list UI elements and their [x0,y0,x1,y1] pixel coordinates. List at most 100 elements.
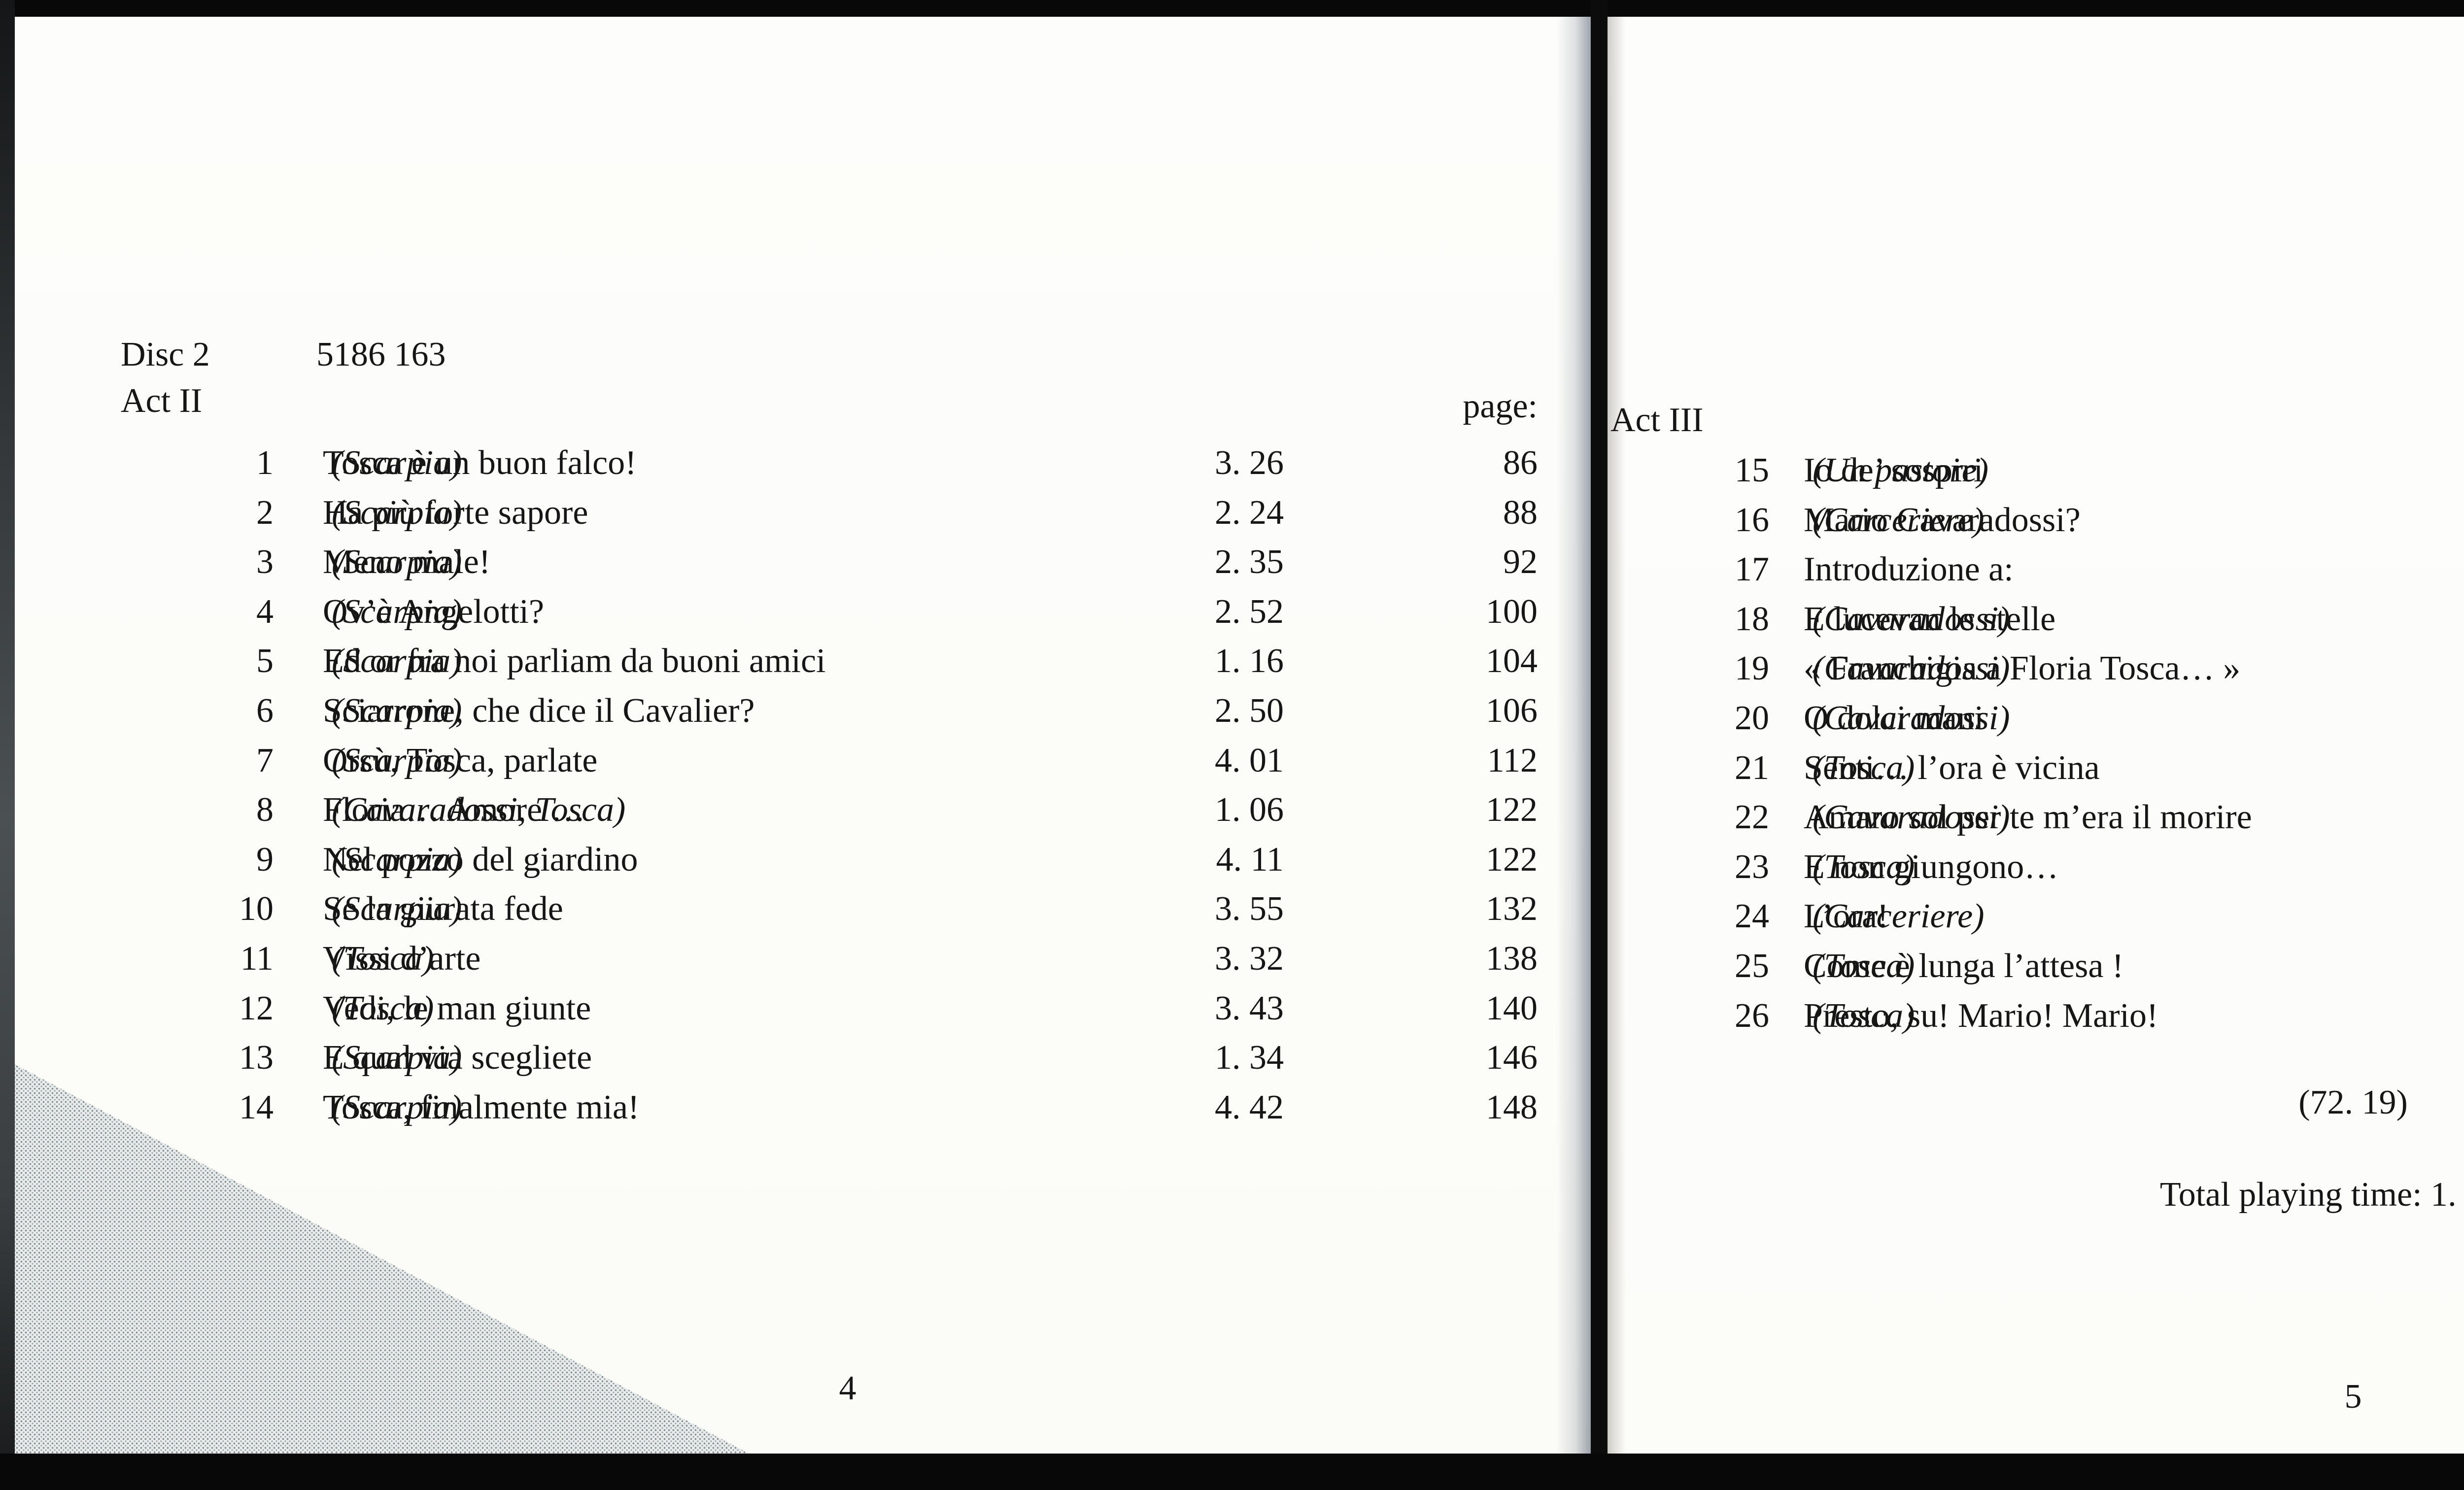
track-row: 5 Ed or fra noi parliam da buoni amici (S… [15,637,1591,686]
track-row: 2 Ha più forte sapore (Scarpia) 2. 24 88 [15,488,1591,538]
track-title-text: O dolci mani [1804,699,1984,737]
track-time: 1. 16 [1215,642,1284,680]
track-time: 4. 11 [1216,840,1284,879]
track-cast: (Cavaradossi) [1813,798,2010,837]
track-row: 4 Ov’è Angelotti? (Scarpia) 2. 52 100 [15,587,1591,637]
track-page-ref: 106 [1486,691,1538,730]
track-row: 24 L’ora!(Carceriere) 0. 37 172 [1608,892,2464,942]
track-title-text: Ov’è Angelotti? [323,592,545,631]
track-page-ref: 140 [1486,989,1538,1027]
track-number: 23 [1735,847,1769,886]
track-number: 6 [256,691,274,730]
track-title-text: Se la giurata fede [323,890,563,928]
page-column-header: page: [1463,387,1538,425]
track-cast: (Tosca) [1813,996,1915,1035]
track-page-ref: 132 [1486,890,1538,928]
track-number: 17 [1735,550,1769,589]
track-title-text: Vissi d’arte [323,939,481,978]
track-cast: (Scarpia) [332,890,462,928]
track-row: 26 Presto, su! Mario! Mario!(Tosca) 1. 3… [1608,991,2464,1041]
track-number: 5 [256,642,274,680]
track-cast: (Tosca) [1813,847,1915,886]
total-playing-time: Total playing time: 1. 58. 36 [2159,1176,2464,1214]
track-title: Come è lunga l’attesa ! (Tosca) [1804,942,2123,991]
track-title-text: Vedi, le man giunte [323,989,591,1027]
track-cast: (Scarpia) [332,1088,462,1126]
track-title: Se la giurata fede (Scarpia) [323,884,563,934]
track-number: 2 [256,493,274,532]
track-title: Mario Cavaradossi? (Carceriere) [1804,496,2081,545]
track-row: 12 Vedi, le man giunte (Tosca) 3. 43 140 [15,984,1591,1034]
track-cast: (Scarpia) [332,1039,462,1077]
track-page-ref: 148 [1486,1088,1538,1126]
track-row: 18 E lucevan le stelle(Cavaradossi) 3. 1… [1608,595,2464,644]
track-cast: (Cavaradossi, Tosca) [332,791,626,829]
track-cast: (Carceriere) [1813,501,1985,539]
track-page-ref: 100 [1486,592,1538,631]
booklet-page-right: Act III page: 15 Io de’ sospiri(Un pasto… [1608,17,2464,1454]
track-title-text: Amaro sol per te m’era il morire [1804,798,2252,837]
track-title: Ed or fra noi parliam da buoni amici (Sca… [323,637,826,686]
track-row: 10 Se la giurata fede (Scarpia) 3. 55 132 [15,884,1591,934]
track-cast: (Carceriere) [1813,897,1985,936]
track-cast: (Scarpia) [332,592,462,631]
track-number: 7 [256,741,274,779]
track-title: Io de’ sospiri (Un pastore) [1804,446,1988,496]
track-cast: (Cavaradossi) [1813,649,2010,688]
track-time: 3. 55 [1215,890,1284,928]
track-number: 4 [256,592,274,631]
track-time: 2. 50 [1215,691,1284,730]
track-time: 2. 35 [1215,543,1284,581]
act-heading: Act II [121,382,203,420]
track-page-ref: 86 [1503,444,1538,482]
track-row: 7 Orsù, Tosca, parlate (Scarpia) 4. 01 11… [15,736,1591,786]
track-cast: (Cavaradossi) [1813,600,2010,638]
track-title-text: E qual via scegliete [323,1039,592,1077]
track-cast: (Scarpia) [332,741,462,779]
track-cast: (Scarpia) [332,444,462,482]
track-number: 11 [240,939,274,978]
track-title-text: Sciarrone, che dice il Cavalier? [323,691,755,730]
track-number: 1 [256,444,274,482]
track-cast: (Scarpia) [332,642,462,680]
track-title-text: Come è lunga l’attesa ! [1804,947,2124,985]
track-row: 15 Io de’ sospiri(Un pastore) 5. 40 154 [1608,446,2464,496]
track-cast: (Scarpia) [332,493,462,532]
scan-border-left [0,0,15,1490]
track-title-text: E non giungono… [1804,847,2059,886]
track-title-text: Mario Cavaradossi? [1804,501,2081,539]
track-title: E qual via scegliete (Scarpia) [323,1033,592,1083]
track-number: 24 [1735,897,1769,936]
track-title-text: Orsù, Tosca, parlate [323,741,598,779]
track-time: 3. 26 [1215,444,1284,482]
booklet-page-left: Disc 2 5186 163 Act II page: 1 Tosca è u… [15,17,1591,1454]
track-row: 11 Vissi d’arte (Tosca) 3. 32 138 [15,934,1591,984]
track-title-text: Ed or fra noi parliam da buoni amici [323,642,826,680]
track-time: 2. 52 [1215,592,1284,631]
track-number: 8 [256,791,274,829]
track-cast: (Tosca) [332,989,434,1027]
track-cast: (Scarpia) [332,691,462,730]
catalog-number: 5186 163 [316,336,446,373]
track-number: 22 [1735,798,1769,837]
track-number: 13 [239,1039,274,1077]
track-title-text: Floria… Amore … [323,791,585,829]
track-row: 22 Amaro sol per te m’era il morire (Cava… [1608,793,2464,843]
disc-total-time: (72. 19) [2298,1084,2408,1121]
track-title: « Franchigia a Floria Tosca… » (Cavarados… [1804,644,2240,694]
track-title: Vissi d’arte (Tosca) [323,934,480,984]
track-title: Vedi, le man giunte (Tosca) [323,984,591,1034]
track-title: Tosca è un buon falco! (Scarpia) [323,439,637,488]
track-cast: (Scarpia) [332,543,462,581]
track-row: 16 Mario Cavaradossi?(Carceriere) 3. 16 … [1608,496,2464,545]
track-number: 18 [1735,600,1769,638]
track-title: L’ora! (Carceriere) [1804,892,1985,942]
track-row: 9 Nel pozzo del giardino (Scarpia) 4. 11 … [15,835,1591,885]
track-number: 15 [1735,451,1769,489]
act-heading: Act III [1610,401,1704,439]
track-row: 23 E non giungono…(Tosca) 2. 38 168 [1608,843,2464,892]
track-title-text: Introduzione a: [1804,550,2014,589]
track-cast: (Un pastore) [1813,451,1989,489]
track-title-text: Tosca è un buon falco! [323,444,637,482]
